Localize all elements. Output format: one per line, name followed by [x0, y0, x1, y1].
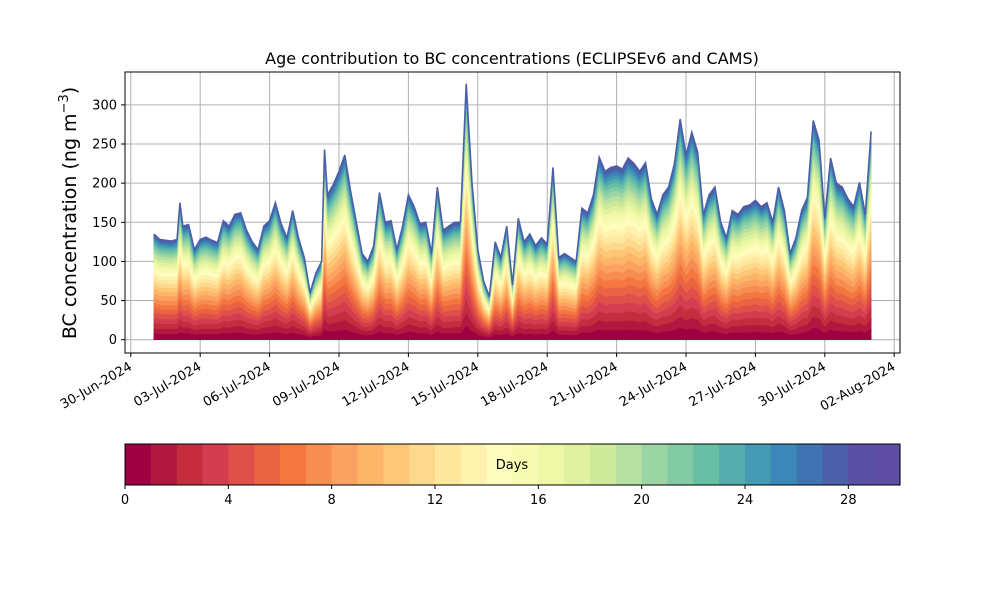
- y-axis-label-main: BC concentration (ng m: [59, 113, 81, 339]
- colorbar-tick-label: 20: [633, 493, 650, 508]
- colorbar-swatch: [822, 444, 849, 485]
- y-tick-label: 200: [92, 177, 117, 192]
- colorbar-swatch: [228, 444, 255, 485]
- y-axis-label: BC concentration (ng m−3): [57, 87, 81, 339]
- colorbar-tick-label: 4: [224, 493, 232, 508]
- x-tick-label: 18-Jul-2024: [478, 359, 551, 410]
- colorbar-swatch: [615, 444, 643, 485]
- colorbar-swatch: [305, 444, 333, 485]
- stacked-areas: [153, 83, 872, 340]
- x-axis: 30-Jun-202403-Jul-202406-Jul-202409-Jul-…: [58, 353, 898, 415]
- colorbar-swatch: [564, 444, 591, 485]
- x-tick-label: 12-Jul-2024: [340, 359, 413, 410]
- y-tick-label: 0: [109, 333, 117, 348]
- colorbar-swatch: [538, 444, 565, 485]
- colorbar: 0 4 8 12 16 20 24 28 Days: [121, 443, 901, 508]
- colorbar-swatch: [254, 444, 281, 485]
- colorbar-swatch: [848, 444, 875, 485]
- total-concentration-line: [153, 83, 872, 297]
- colorbar-swatches: [125, 444, 901, 485]
- colorbar-tick-label: 12: [427, 493, 444, 508]
- colorbar-tick-label: 0: [121, 493, 129, 508]
- colorbar-ticks: 0 4 8 12 16 20 24 28: [121, 485, 857, 508]
- x-tick-label: 15-Jul-2024: [409, 359, 482, 410]
- colorbar-swatch: [331, 444, 359, 485]
- colorbar-tick-label: 8: [328, 493, 336, 508]
- x-tick-label: 21-Jul-2024: [548, 359, 621, 410]
- colorbar-swatch: [590, 444, 617, 485]
- y-tick-label: 250: [92, 138, 117, 153]
- x-tick-label: 06-Jul-2024: [201, 359, 274, 410]
- colorbar-swatch: [280, 444, 307, 485]
- colorbar-swatch: [150, 444, 178, 485]
- colorbar-swatch: [383, 444, 410, 485]
- y-axis-label-close: ): [59, 87, 81, 94]
- x-tick-label: 03-Jul-2024: [131, 359, 204, 410]
- colorbar-swatch: [202, 444, 229, 485]
- colorbar-swatch: [486, 444, 514, 485]
- age-layer-0-1-days: [153, 325, 872, 340]
- axes-frame: [124, 71, 901, 354]
- colorbar-label: Days: [496, 458, 529, 473]
- colorbar-frame: [124, 443, 901, 486]
- colorbar-swatch: [409, 444, 436, 485]
- colorbar-swatch: [641, 444, 669, 485]
- y-tick-label: 300: [92, 98, 117, 113]
- y-axis-label-superscript: −3: [57, 94, 72, 113]
- y-tick-label: 50: [100, 294, 117, 309]
- chart-title: Age contribution to BC concentrations (E…: [265, 49, 759, 68]
- x-tick-label: 09-Jul-2024: [270, 359, 343, 410]
- colorbar-swatch: [512, 444, 539, 485]
- colorbar-tick-label: 16: [530, 493, 547, 508]
- x-tick-label: 02-Aug-2024: [818, 359, 898, 414]
- colorbar-swatch: [745, 444, 772, 485]
- colorbar-swatch: [357, 444, 384, 485]
- colorbar-swatch: [693, 444, 720, 485]
- x-tick-label: 27-Jul-2024: [687, 359, 760, 410]
- colorbar-swatch: [796, 444, 824, 485]
- colorbar-swatch: [719, 444, 746, 485]
- colorbar-tick-label: 28: [840, 493, 857, 508]
- y-tick-label: 150: [92, 216, 117, 231]
- colorbar-swatch: [874, 444, 901, 485]
- colorbar-swatch: [435, 444, 462, 485]
- colorbar-swatch: [770, 444, 798, 485]
- y-tick-label: 100: [92, 255, 117, 270]
- plot-area: 0 50 100 150 200 250 300 30-Jun-202403-Jul-202…: [58, 71, 901, 415]
- x-tick-label: 24-Jul-2024: [617, 359, 690, 410]
- colorbar-swatch: [176, 444, 204, 485]
- colorbar-swatch: [667, 444, 694, 485]
- colorbar-swatch: [460, 444, 488, 485]
- colorbar-swatch: [125, 444, 152, 485]
- y-axis: 0 50 100 150 200 250 300: [92, 98, 125, 348]
- x-tick-label: 30-Jun-2024: [58, 359, 135, 412]
- colorbar-tick-label: 24: [737, 493, 754, 508]
